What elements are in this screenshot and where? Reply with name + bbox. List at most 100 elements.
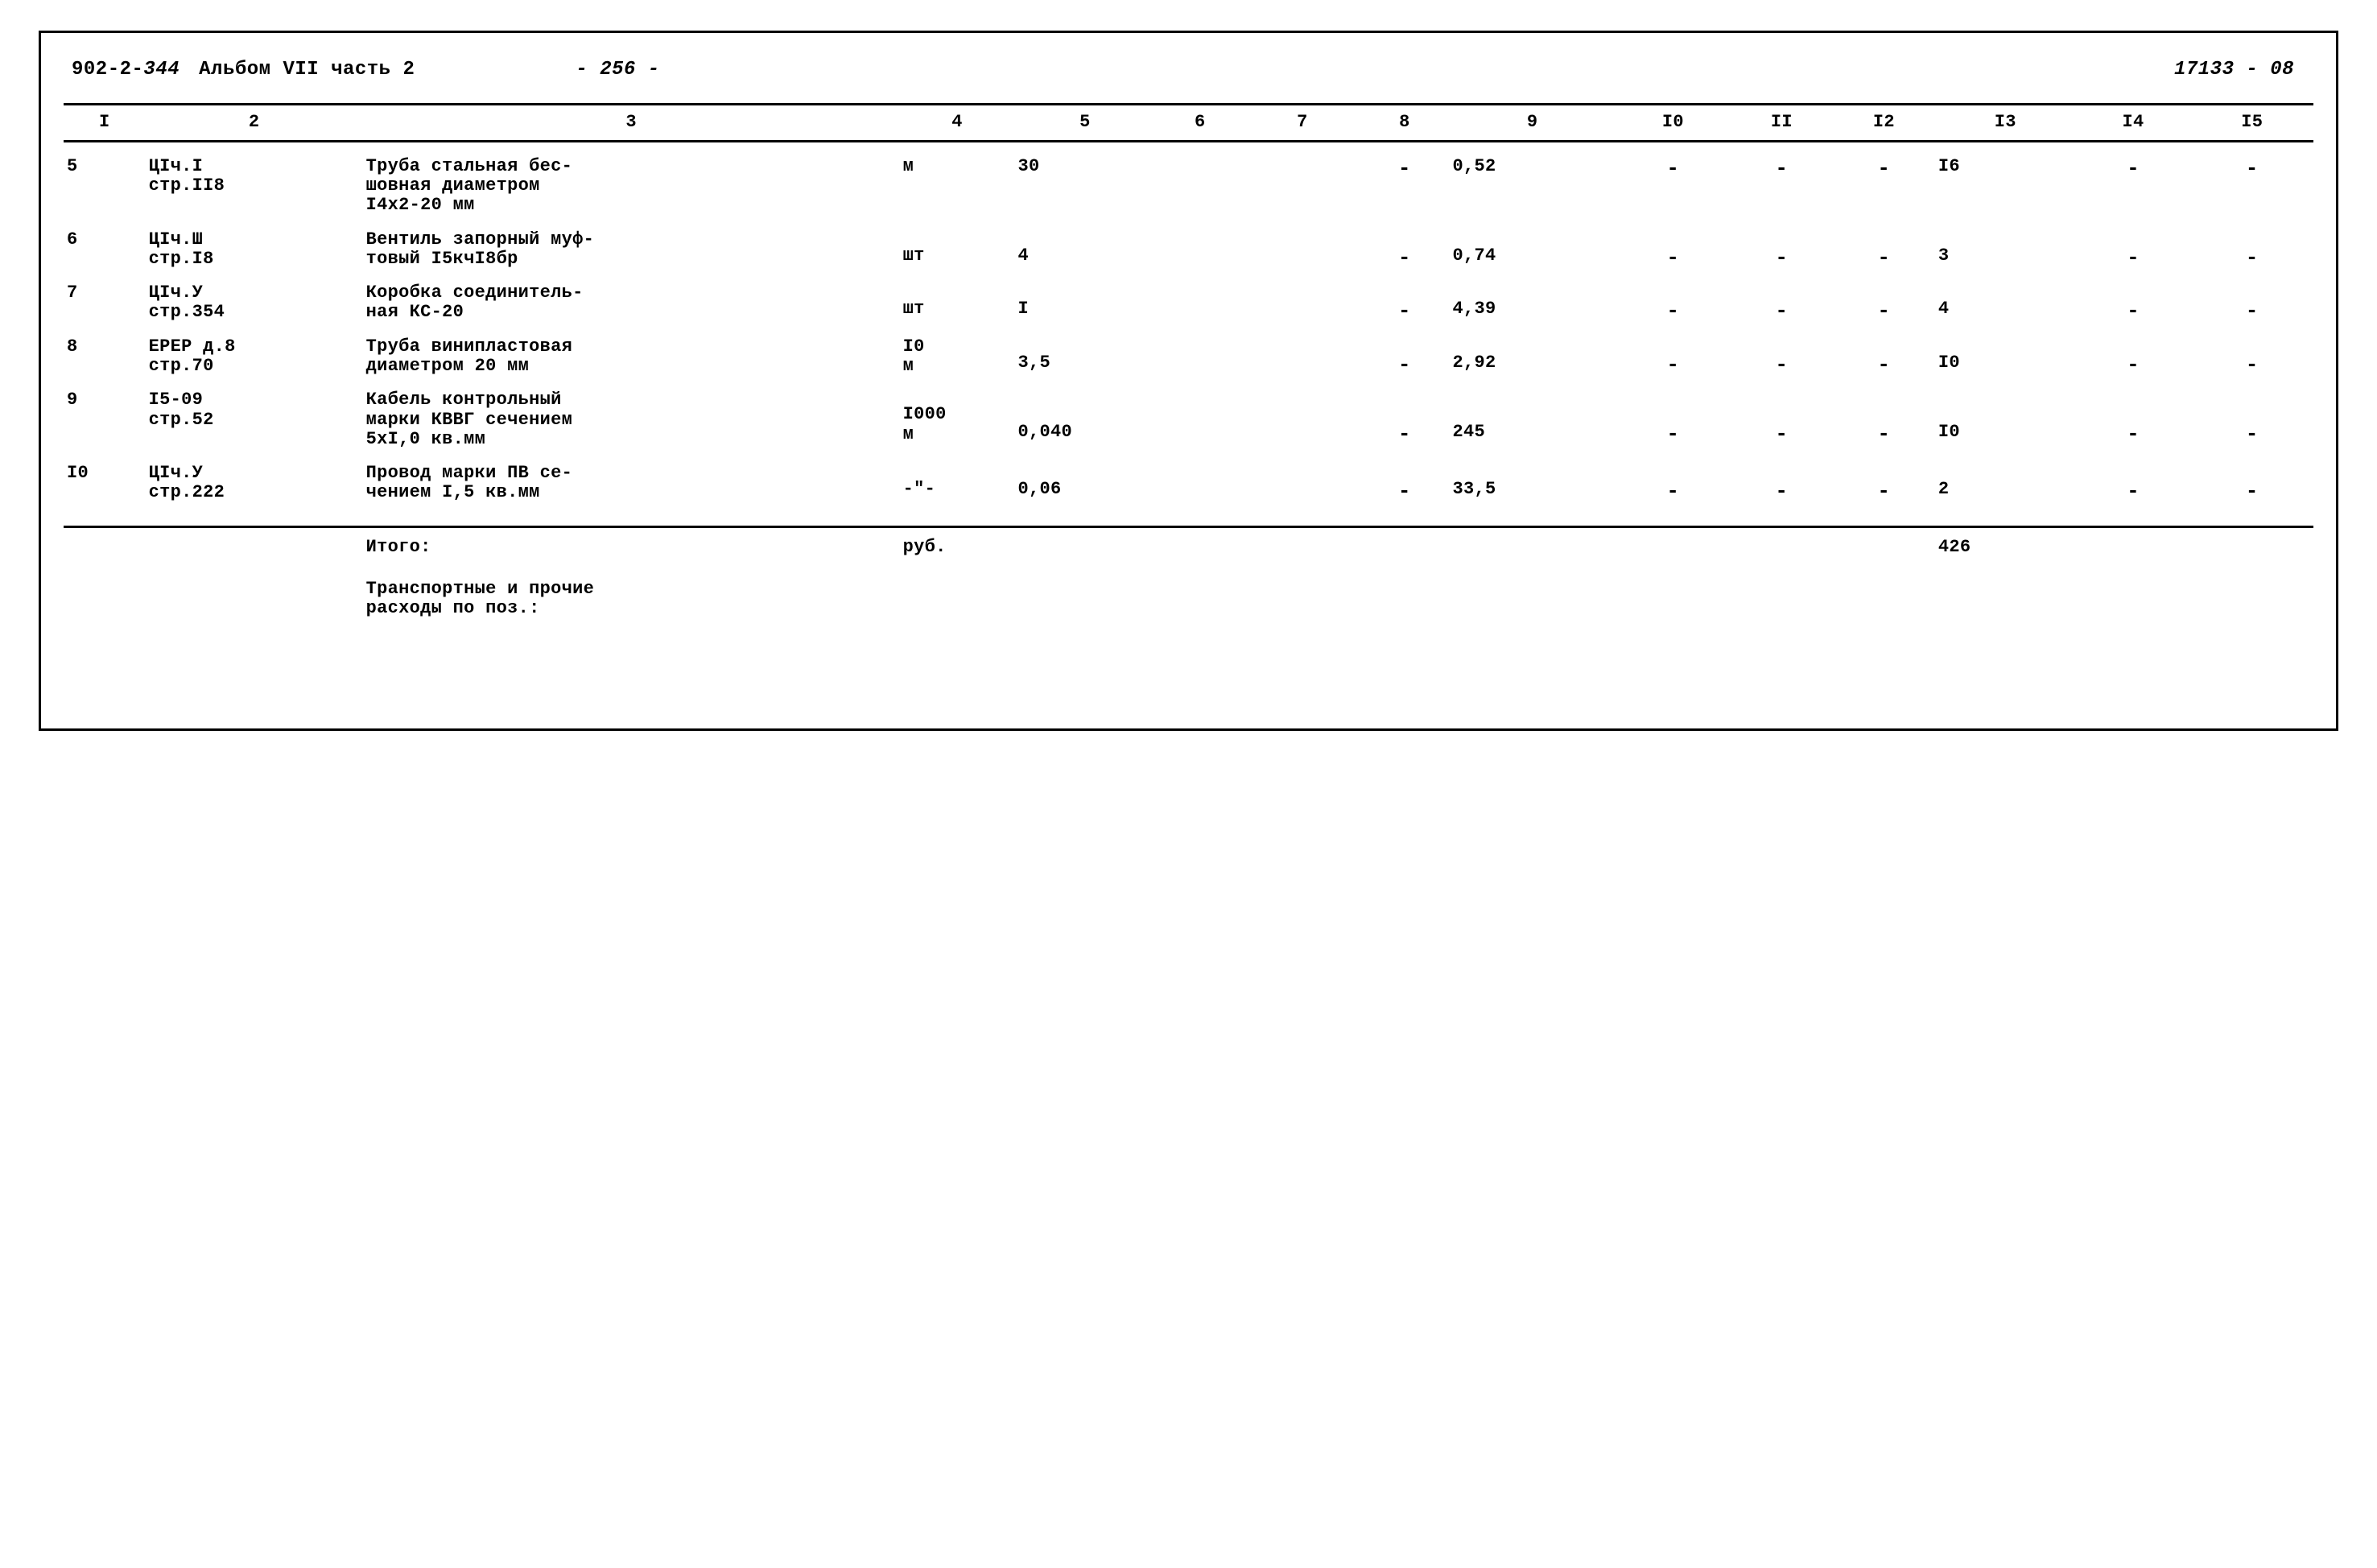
row-c6 xyxy=(1155,216,1244,270)
row-c7 xyxy=(1244,449,1360,526)
row-c6 xyxy=(1155,323,1244,377)
total-unit: руб. xyxy=(900,526,1015,565)
row-c9: 0,52 xyxy=(1449,142,1615,216)
row-ref: ЦIч.У стр.222 xyxy=(146,449,363,526)
row-ref: I5-09 стр.52 xyxy=(146,376,363,449)
row-c12: - xyxy=(1833,323,1935,377)
row-desc: Коробка соединитель- ная КС-20 xyxy=(363,269,900,323)
row-c10: - xyxy=(1616,449,1731,526)
row-c9: 4,39 xyxy=(1449,269,1615,323)
row-qty: 4 xyxy=(1015,216,1156,270)
col-header-13: I3 xyxy=(1935,105,2076,142)
row-desc: Труба стальная бес- шовная диаметром I4х… xyxy=(363,142,900,216)
col-header-3: 3 xyxy=(363,105,900,142)
row-c13: I6 xyxy=(1935,142,2076,216)
col-header-5: 5 xyxy=(1015,105,1156,142)
spec-table-wrap: I 2 3 4 5 6 7 8 9 I0 II I2 I3 I4 I5 xyxy=(64,103,2313,618)
spec-table: I 2 3 4 5 6 7 8 9 I0 II I2 I3 I4 I5 xyxy=(64,103,2313,618)
row-c9: 245 xyxy=(1449,376,1615,449)
row-c15: - xyxy=(2191,142,2313,216)
row-qty: 0,06 xyxy=(1015,449,1156,526)
table-row: 9 I5-09 стр.52 Кабель контрольный марки … xyxy=(64,376,2313,449)
table-row: 7 ЦIч.У стр.354 Коробка соединитель- ная… xyxy=(64,269,2313,323)
album-title: Альбом VII часть 2 xyxy=(199,59,415,80)
row-c6 xyxy=(1155,376,1244,449)
row-num: 7 xyxy=(64,269,146,323)
row-c6 xyxy=(1155,142,1244,216)
row-c8: - xyxy=(1360,376,1449,449)
row-num: 5 xyxy=(64,142,146,216)
row-c13: 2 xyxy=(1935,449,2076,526)
col-header-6: 6 xyxy=(1155,105,1244,142)
col-header-4: 4 xyxy=(900,105,1015,142)
doc-code-prefix: 902-2- xyxy=(72,59,143,80)
total-label: Итого: xyxy=(363,526,900,565)
spec-table-head: I 2 3 4 5 6 7 8 9 I0 II I2 I3 I4 I5 xyxy=(64,105,2313,142)
table-row: 6 ЦIч.Ш стр.I8 Вентиль запорный муф- тов… xyxy=(64,216,2313,270)
row-c15: - xyxy=(2191,216,2313,270)
page-number: - 256 - xyxy=(576,59,659,80)
doc-code-suffix: 344 xyxy=(143,59,180,80)
row-unit: м xyxy=(900,142,1015,216)
row-c7 xyxy=(1244,142,1360,216)
row-c15: - xyxy=(2191,376,2313,449)
row-c8: - xyxy=(1360,269,1449,323)
row-c9: 0,74 xyxy=(1449,216,1615,270)
transport-label: Транспортные и прочие расходы по поз.: xyxy=(363,565,1015,618)
col-header-12: I2 xyxy=(1833,105,1935,142)
row-ref: ЦIч.I стр.II8 xyxy=(146,142,363,216)
row-c8: - xyxy=(1360,449,1449,526)
row-unit: шт xyxy=(900,269,1015,323)
col-header-10: I0 xyxy=(1616,105,1731,142)
row-ref: ЕРЕР д.8 стр.70 xyxy=(146,323,363,377)
col-header-8: 8 xyxy=(1360,105,1449,142)
row-c14: - xyxy=(2076,323,2191,377)
row-unit: I0 м xyxy=(900,323,1015,377)
row-qty: 30 xyxy=(1015,142,1156,216)
spec-table-header-row: I 2 3 4 5 6 7 8 9 I0 II I2 I3 I4 I5 xyxy=(64,105,2313,142)
row-unit: -"- xyxy=(900,449,1015,526)
row-qty: 0,040 xyxy=(1015,376,1156,449)
row-desc: Труба винипластовая диаметром 20 мм xyxy=(363,323,900,377)
col-header-1: I xyxy=(64,105,146,142)
row-c7 xyxy=(1244,323,1360,377)
row-c11: - xyxy=(1731,376,1833,449)
row-c15: - xyxy=(2191,449,2313,526)
row-qty: 3,5 xyxy=(1015,323,1156,377)
row-c6 xyxy=(1155,269,1244,323)
row-c10: - xyxy=(1616,142,1731,216)
col-header-11: II xyxy=(1731,105,1833,142)
sheet-code: 17133 - 08 xyxy=(2174,59,2294,80)
total-row: Итого: руб. 426 xyxy=(64,526,2313,565)
row-c8: - xyxy=(1360,216,1449,270)
row-c11: - xyxy=(1731,323,1833,377)
row-unit: I000 м xyxy=(900,376,1015,449)
row-c14: - xyxy=(2076,376,2191,449)
row-c7 xyxy=(1244,216,1360,270)
col-header-9: 9 xyxy=(1449,105,1615,142)
table-row: I0 ЦIч.У стр.222 Провод марки ПВ се- чен… xyxy=(64,449,2313,526)
row-desc: Кабель контрольный марки КВВГ сечением 5… xyxy=(363,376,900,449)
row-c13: I0 xyxy=(1935,323,2076,377)
row-c13: I0 xyxy=(1935,376,2076,449)
row-ref: ЦIч.Ш стр.I8 xyxy=(146,216,363,270)
spec-table-body: 5 ЦIч.I стр.II8 Труба стальная бес- шовн… xyxy=(64,142,2313,619)
row-qty: I xyxy=(1015,269,1156,323)
row-unit: шт xyxy=(900,216,1015,270)
row-c14: - xyxy=(2076,449,2191,526)
row-c14: - xyxy=(2076,269,2191,323)
row-c14: - xyxy=(2076,142,2191,216)
row-c12: - xyxy=(1833,376,1935,449)
row-c8: - xyxy=(1360,142,1449,216)
row-num: 9 xyxy=(64,376,146,449)
row-c8: - xyxy=(1360,323,1449,377)
row-c10: - xyxy=(1616,216,1731,270)
row-num: I0 xyxy=(64,449,146,526)
row-c12: - xyxy=(1833,269,1935,323)
row-c13: 3 xyxy=(1935,216,2076,270)
row-c11: - xyxy=(1731,142,1833,216)
total-value: 426 xyxy=(1935,526,2076,565)
col-header-15: I5 xyxy=(2191,105,2313,142)
row-c15: - xyxy=(2191,269,2313,323)
row-desc: Вентиль запорный муф- товый I5кчI8бр xyxy=(363,216,900,270)
